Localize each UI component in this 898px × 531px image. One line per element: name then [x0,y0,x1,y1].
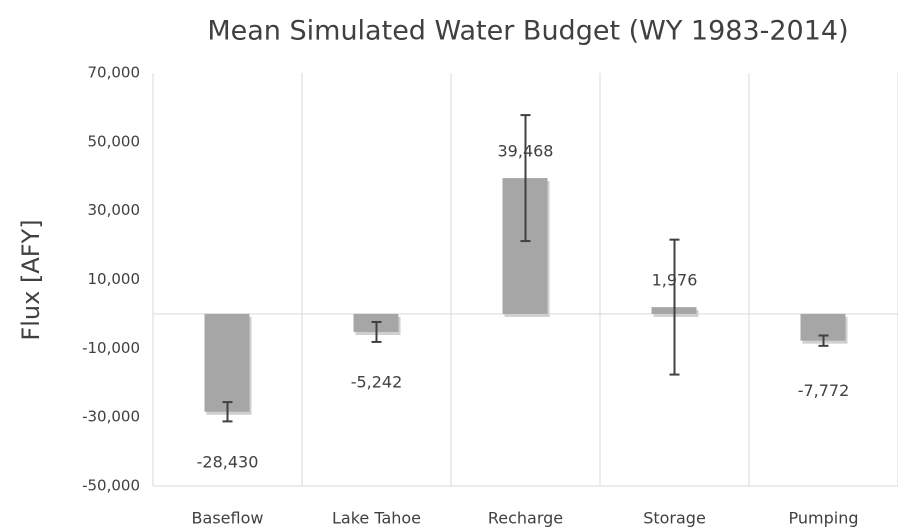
y-tick-label: -30,000 [82,408,140,426]
y-tick-label: -50,000 [82,477,140,495]
value-label: -5,242 [351,372,403,391]
bar [204,313,250,412]
chart-title: Mean Simulated Water Budget (WY 1983-201… [207,16,848,47]
y-tick-label: 10,000 [88,270,141,288]
x-tick-label: Storage [643,509,706,528]
x-tick-label: Baseflow [192,509,264,528]
error-bar [520,114,531,243]
y-tick-label: 30,000 [88,201,141,219]
value-label: -7,772 [798,381,850,400]
x-tick-label: Recharge [488,509,563,528]
x-tick-label: Lake Tahoe [332,509,421,528]
error-bar [371,320,382,343]
value-label: 1,976 [652,271,698,290]
value-label: -28,430 [197,452,259,471]
value-label: 39,468 [498,142,554,161]
error-bar [669,238,680,376]
error-bar [818,334,829,347]
x-tick-label: Pumping [789,509,859,528]
error-bar [222,401,233,423]
y-tick-label: 50,000 [88,132,141,150]
y-tick-label: -10,000 [82,339,140,357]
y-tick-label: 70,000 [88,64,141,82]
y-axis-label: Flux [AFY] [17,219,45,340]
